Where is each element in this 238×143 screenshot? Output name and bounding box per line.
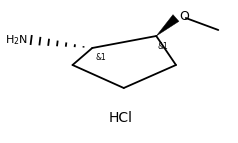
- Polygon shape: [156, 15, 179, 36]
- Text: HCl: HCl: [109, 111, 133, 125]
- Text: &1: &1: [95, 53, 106, 62]
- Text: H$_2$N: H$_2$N: [5, 33, 28, 47]
- Text: &1: &1: [157, 42, 168, 51]
- Text: O: O: [179, 10, 189, 23]
